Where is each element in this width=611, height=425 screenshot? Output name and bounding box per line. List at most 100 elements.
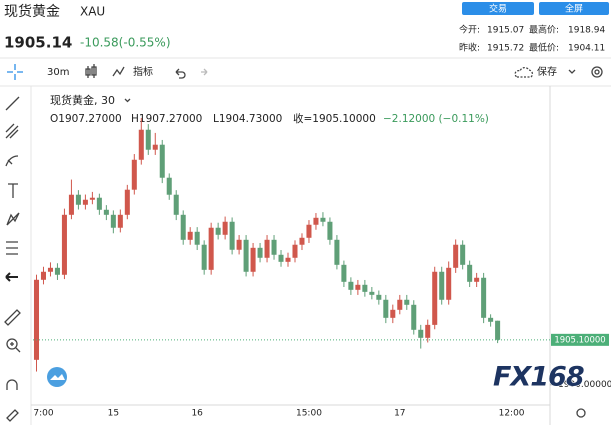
candle-body [131, 159, 137, 190]
x-tick-label: 15 [108, 409, 119, 419]
stat-value: 1915.72 [487, 44, 524, 54]
candle-body [33, 279, 40, 360]
candle-body [180, 214, 186, 240]
candle-body [257, 247, 263, 258]
stat-value: 1918.94 [568, 26, 605, 36]
candle-body [446, 267, 452, 300]
candle-body [376, 294, 382, 300]
candle-body [467, 264, 473, 282]
candle-body [124, 189, 130, 215]
candle-body [278, 254, 284, 262]
legend-value: 收=1905.10000 [293, 112, 376, 125]
last-price: 1905.14 [4, 34, 72, 52]
candle-body [194, 231, 200, 245]
indicators-button[interactable]: 指标 [133, 65, 153, 78]
candle-body [383, 299, 389, 318]
candle-body [271, 239, 277, 255]
stat-value: 1915.07 [487, 26, 524, 36]
candle-body [75, 194, 81, 205]
candle-body [110, 214, 116, 228]
watermark-logo: FX168 [493, 362, 584, 393]
candle-body [425, 324, 431, 338]
fullscreen-button[interactable] [539, 2, 609, 15]
interval-button[interactable]: 30m [47, 67, 69, 78]
legend-value: −2.12000 (−0.11%) [383, 113, 489, 125]
price-label-box [551, 333, 609, 346]
candle-body [229, 221, 235, 250]
candle-body [54, 267, 60, 275]
candle-body [285, 257, 291, 262]
trade-button[interactable] [462, 2, 534, 15]
candle-body [152, 144, 158, 150]
candle-body [159, 144, 165, 178]
candle-body [117, 214, 123, 228]
settings-icon[interactable] [576, 408, 586, 418]
candle-body [138, 129, 144, 160]
save-button[interactable]: 保存 [537, 65, 557, 78]
candle-body [299, 237, 305, 245]
y-tick-label: 1900.00000 [558, 380, 611, 390]
candle-body [334, 239, 340, 265]
candle-body [306, 224, 312, 238]
candle-body [68, 194, 74, 215]
fullscreen-button-label[interactable]: 全屏 [565, 3, 583, 15]
stat-label: 今开: [459, 24, 480, 36]
candle-body [61, 214, 67, 275]
candle-body [236, 239, 242, 250]
candle-body [481, 277, 487, 318]
candle-body [320, 217, 326, 222]
candle-body [264, 239, 270, 258]
x-tick-label: 17 [394, 409, 405, 419]
candle-body [145, 129, 151, 150]
candle-body [439, 271, 445, 300]
candle-body [40, 271, 46, 280]
candle-body [460, 244, 466, 265]
candle-body [82, 199, 88, 205]
candle-body [432, 271, 438, 325]
candle-body [215, 227, 221, 235]
trade-button-label[interactable]: 交易 [489, 3, 507, 15]
candle-body [89, 197, 95, 200]
candle-body [292, 244, 298, 258]
instrument-symbol: XAU [80, 5, 105, 19]
candle-body [341, 264, 347, 282]
candle-body [411, 304, 417, 330]
stat-label: 最高价: [529, 24, 559, 36]
candle-body [397, 299, 403, 310]
candle-body [390, 309, 396, 318]
candle-body [418, 329, 424, 338]
candle-body [208, 227, 214, 270]
candle-body [201, 244, 207, 270]
stat-value: 1904.11 [568, 44, 605, 54]
candle-body [173, 194, 179, 215]
candle-body [355, 284, 361, 290]
candle-body [222, 221, 228, 235]
candle-body [348, 281, 354, 290]
candle-body [96, 197, 102, 210]
x-tick-label: 12:00 [499, 409, 525, 419]
x-tick-label: 7:00 [33, 409, 53, 419]
candle-body [488, 317, 494, 322]
price-change: -10.58(-0.55%) [80, 36, 171, 50]
candle-body [243, 239, 249, 272]
candle-body [474, 277, 480, 282]
candle-body [404, 299, 410, 305]
x-tick-label: 15:00 [296, 409, 322, 419]
candle-body [166, 177, 172, 195]
candle-body [103, 209, 109, 215]
x-tick-label: 16 [191, 409, 203, 419]
candle-body [327, 221, 333, 240]
legend-value: L1904.73000 [213, 113, 282, 125]
instrument-name: 现货黄金 [4, 3, 60, 20]
candle-body [453, 244, 459, 268]
candle-body [362, 284, 368, 292]
legend-title: 现货黄金, 30 [50, 93, 115, 107]
candle-body [187, 231, 193, 240]
candle-body [250, 247, 256, 272]
candle-body [313, 217, 319, 225]
drawing-tools [4, 96, 21, 422]
stat-label: 最低价: [529, 42, 559, 54]
price-label: 1905.10000 [554, 335, 605, 345]
stat-label: 昨收: [459, 42, 480, 54]
